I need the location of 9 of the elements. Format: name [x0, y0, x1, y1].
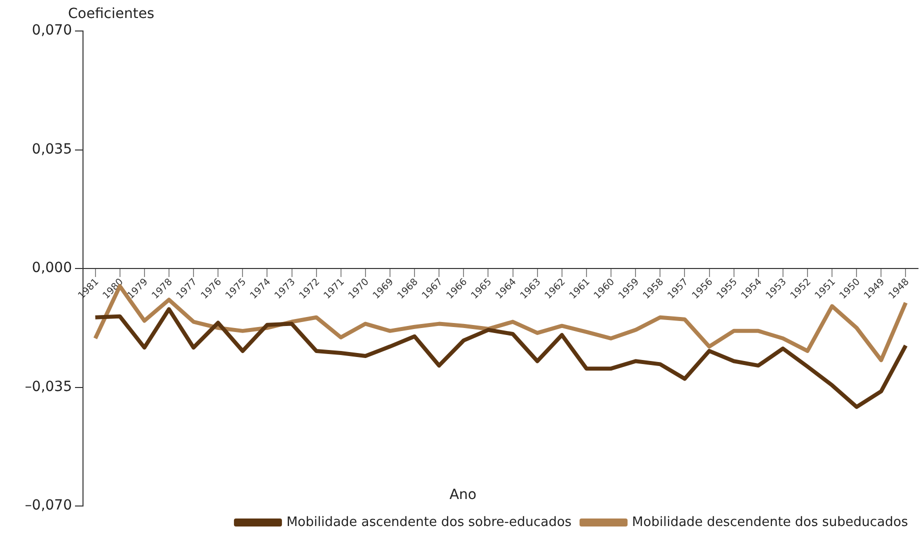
y-tick-label: 0,000 — [32, 260, 72, 276]
legend-label: Mobilidade ascendente dos sobre-educados — [286, 514, 572, 530]
y-tick-label: 0,070 — [32, 22, 72, 39]
y-axis-title: Coeficientes — [68, 6, 154, 22]
y-tick-label: –0,070 — [24, 498, 72, 514]
y-tick-label: 0,035 — [32, 141, 72, 158]
x-axis-title: Ano — [449, 487, 476, 503]
y-tick-label: –0,035 — [24, 378, 72, 395]
legend-label: Mobilidade descendente dos subeducados — [632, 514, 908, 530]
